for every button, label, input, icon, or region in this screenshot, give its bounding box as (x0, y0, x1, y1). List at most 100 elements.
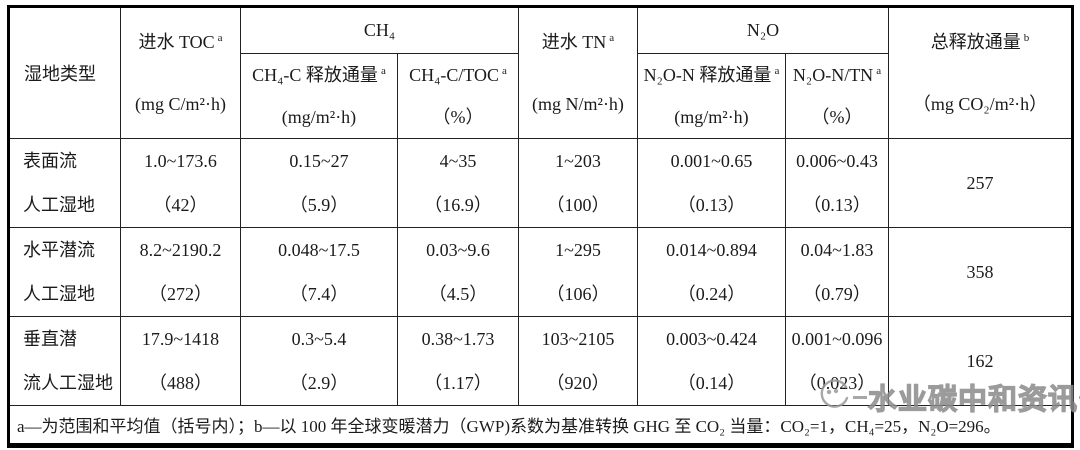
cell-mean: （100） (546, 195, 610, 215)
footnote-marker-a: a (502, 65, 507, 77)
header-ch4-toc-ratio-label: CH₄-C/TOC a (409, 65, 507, 85)
cell-mean: （0.14） (677, 373, 746, 393)
cell-mean: （106） (546, 284, 610, 304)
header-influent-tn: 进水 TN a (mg N/m²·h) (518, 6, 638, 139)
cell-range: 1~295 (555, 240, 601, 260)
ch4-ratio-cell: 0.38~1.73 （1.17） (397, 316, 519, 406)
cell-range: 0.001~0.096 (791, 329, 883, 349)
header-ch4-toc-ratio: CH₄-C/TOC a （%） (397, 53, 519, 139)
ch4-ratio-cell: 4~35 （16.9） (397, 138, 519, 228)
wetland-type-cell: 垂直潜 流人工湿地 (8, 316, 121, 406)
header-wetland-type: 湿地类型 (8, 6, 121, 139)
emission-flux-table: 湿地类型 进水 TOC a (mg C/m²·h) CH₄ 进水 TN a (mg … (7, 5, 1074, 448)
cell-mean: （42） (153, 195, 208, 215)
cell-mean: （488） (149, 373, 212, 393)
cell-mean: （2.9） (289, 373, 349, 393)
cell-range: 17.9~1418 (141, 329, 220, 349)
header-wetland-type-label: 湿地类型 (24, 64, 96, 84)
cell-range: 0.006~0.43 (796, 151, 878, 171)
footnote-marker-a: a (609, 32, 615, 44)
n2o-ratio-cell: 0.006~0.43 （0.13） (785, 138, 889, 228)
header-ch4-toc-ratio-unit: （%） (432, 107, 484, 127)
header-total-flux-label: 总释放通量 b (930, 32, 1030, 52)
header-n2o-flux: N₂O-N 释放通量 a (mg/m²·h) (637, 53, 786, 139)
header-n2o-flux-unit: (mg/m²·h) (674, 107, 749, 127)
cell-range: 8.2~2190.2 (139, 240, 222, 260)
header-n2o-flux-label: N₂O-N 释放通量 a (643, 65, 780, 85)
header-row-2: CH₄-C 释放通量 a (mg/m²·h) CH₄-C/TOC a （%） N₂O… (9, 53, 1073, 139)
header-total-flux-unit: （mg CO₂/m²·h） (912, 94, 1048, 114)
header-n2o-group: N₂O (637, 6, 889, 54)
cell-mean: （920） (546, 373, 610, 393)
total-flux-cell: 257 (888, 138, 1073, 228)
n2o-flux-cell: 0.014~0.894 （0.24） (637, 227, 786, 317)
table-row-surface-flow: 表面流 人工湿地 1.0~173.6 （42） 0.15~27 （5.9） 4~… (8, 138, 1073, 228)
header-ch4-flux-label: CH₄-C 释放通量 a (252, 65, 386, 85)
footnote-marker-a: a (774, 65, 780, 77)
cell-mean: （1.17） (424, 373, 492, 393)
type-line: 人工湿地 (23, 195, 95, 215)
cell-mean: （5.9） (289, 195, 349, 215)
tn-cell: 103~2105 （920） (518, 316, 638, 406)
header-influent-toc: 进水 TOC a (mg C/m²·h) (120, 6, 241, 139)
ch4-flux-cell: 0.15~27 （5.9） (240, 138, 398, 228)
cell-range: 0.15~27 (289, 151, 349, 171)
header-row-1: 湿地类型 进水 TOC a (mg C/m²·h) CH₄ 进水 TN a (mg … (8, 6, 1073, 139)
footnote-marker-b: b (1023, 32, 1030, 44)
footnote-marker-a: a (380, 65, 386, 77)
cell-range: 1.0~173.6 (144, 151, 217, 171)
cell-range: 0.003~0.424 (666, 329, 757, 349)
header-influent-toc-unit: (mg C/m²·h) (135, 94, 226, 114)
type-line: 流人工湿地 (23, 373, 113, 393)
header-influent-tn-label: 进水 TN a (541, 32, 615, 52)
cell-mean: （4.5） (428, 284, 488, 304)
header-n2o-tn-ratio-unit: （%） (811, 107, 863, 127)
type-line: 表面流 (23, 151, 77, 171)
wetland-type-cell: 表面流 人工湿地 (8, 138, 121, 228)
ch4-flux-cell: 0.048~17.5 （7.4） (240, 227, 398, 317)
cell-mean: （0.13） (803, 195, 871, 215)
table-row-horizontal-subsurface-flow: 水平潜流 人工湿地 8.2~2190.2 （272） 0.048~17.5 （7… (8, 227, 1073, 317)
n2o-flux-cell: 0.003~0.424 （0.14） (637, 316, 786, 406)
toc-cell: 17.9~1418 （488） (120, 316, 241, 406)
footnote-marker-a: a (876, 65, 882, 77)
type-line: 垂直潜 (23, 329, 77, 349)
cell-range: 1~203 (555, 151, 601, 171)
cell-range: 0.014~0.894 (666, 240, 757, 260)
cell-range: 0.001~0.65 (670, 151, 753, 171)
cell-mean: （0.023） (798, 373, 876, 393)
header-ch4-flux: CH₄-C 释放通量 a (mg/m²·h) (240, 53, 398, 139)
n2o-ratio-cell: 0.001~0.096 （0.023） (785, 316, 889, 406)
type-line: 水平潜流 (23, 240, 95, 260)
header-total-flux: 总释放通量 b （mg CO₂/m²·h） (888, 6, 1073, 139)
table-row-vertical-subsurface-flow: 垂直潜 流人工湿地 17.9~1418 （488） 0.3~5.4 （2.9） … (8, 316, 1073, 406)
cell-range: 0.04~1.83 (800, 240, 874, 260)
footnote-marker-a: a (217, 32, 223, 44)
cell-mean: （0.24） (677, 284, 746, 304)
toc-cell: 8.2~2190.2 （272） (120, 227, 241, 317)
cell-range: 0.3~5.4 (291, 329, 347, 349)
total-flux-cell: 162 (888, 316, 1073, 406)
cell-mean: （7.4） (289, 284, 349, 304)
cell-range: 4~35 (439, 151, 477, 171)
ch4-ratio-cell: 0.03~9.6 （4.5） (397, 227, 519, 317)
ch4-flux-cell: 0.3~5.4 （2.9） (240, 316, 398, 406)
type-line: 人工湿地 (23, 284, 95, 304)
header-n2o-tn-ratio-label: N₂O-N/TN a (792, 65, 882, 85)
tn-cell: 1~295 （106） (518, 227, 638, 317)
cell-range: 0.03~9.6 (426, 240, 490, 260)
footnote-row: a—为范围和平均值（括号内）；b—以 100 年全球变暖潜力（GWP)系数为基准… (8, 405, 1073, 446)
wetland-type-cell: 水平潜流 人工湿地 (8, 227, 121, 317)
table-footnote: a—为范围和平均值（括号内）；b—以 100 年全球变暖潜力（GWP)系数为基准… (8, 405, 1073, 446)
cell-range: 0.38~1.73 (421, 329, 495, 349)
header-influent-tn-unit: (mg N/m²·h) (532, 94, 624, 114)
toc-cell: 1.0~173.6 （42） (120, 138, 241, 228)
n2o-ratio-cell: 0.04~1.83 （0.79） (785, 227, 889, 317)
header-ch4-group: CH₄ (240, 6, 519, 54)
tn-cell: 1~203 （100） (518, 138, 638, 228)
n2o-flux-cell: 0.001~0.65 （0.13） (637, 138, 786, 228)
cell-mean: （0.13） (677, 195, 746, 215)
cell-range: 0.048~17.5 (278, 240, 360, 260)
cell-mean: （272） (149, 284, 212, 304)
header-ch4-flux-unit: (mg/m²·h) (281, 107, 357, 127)
